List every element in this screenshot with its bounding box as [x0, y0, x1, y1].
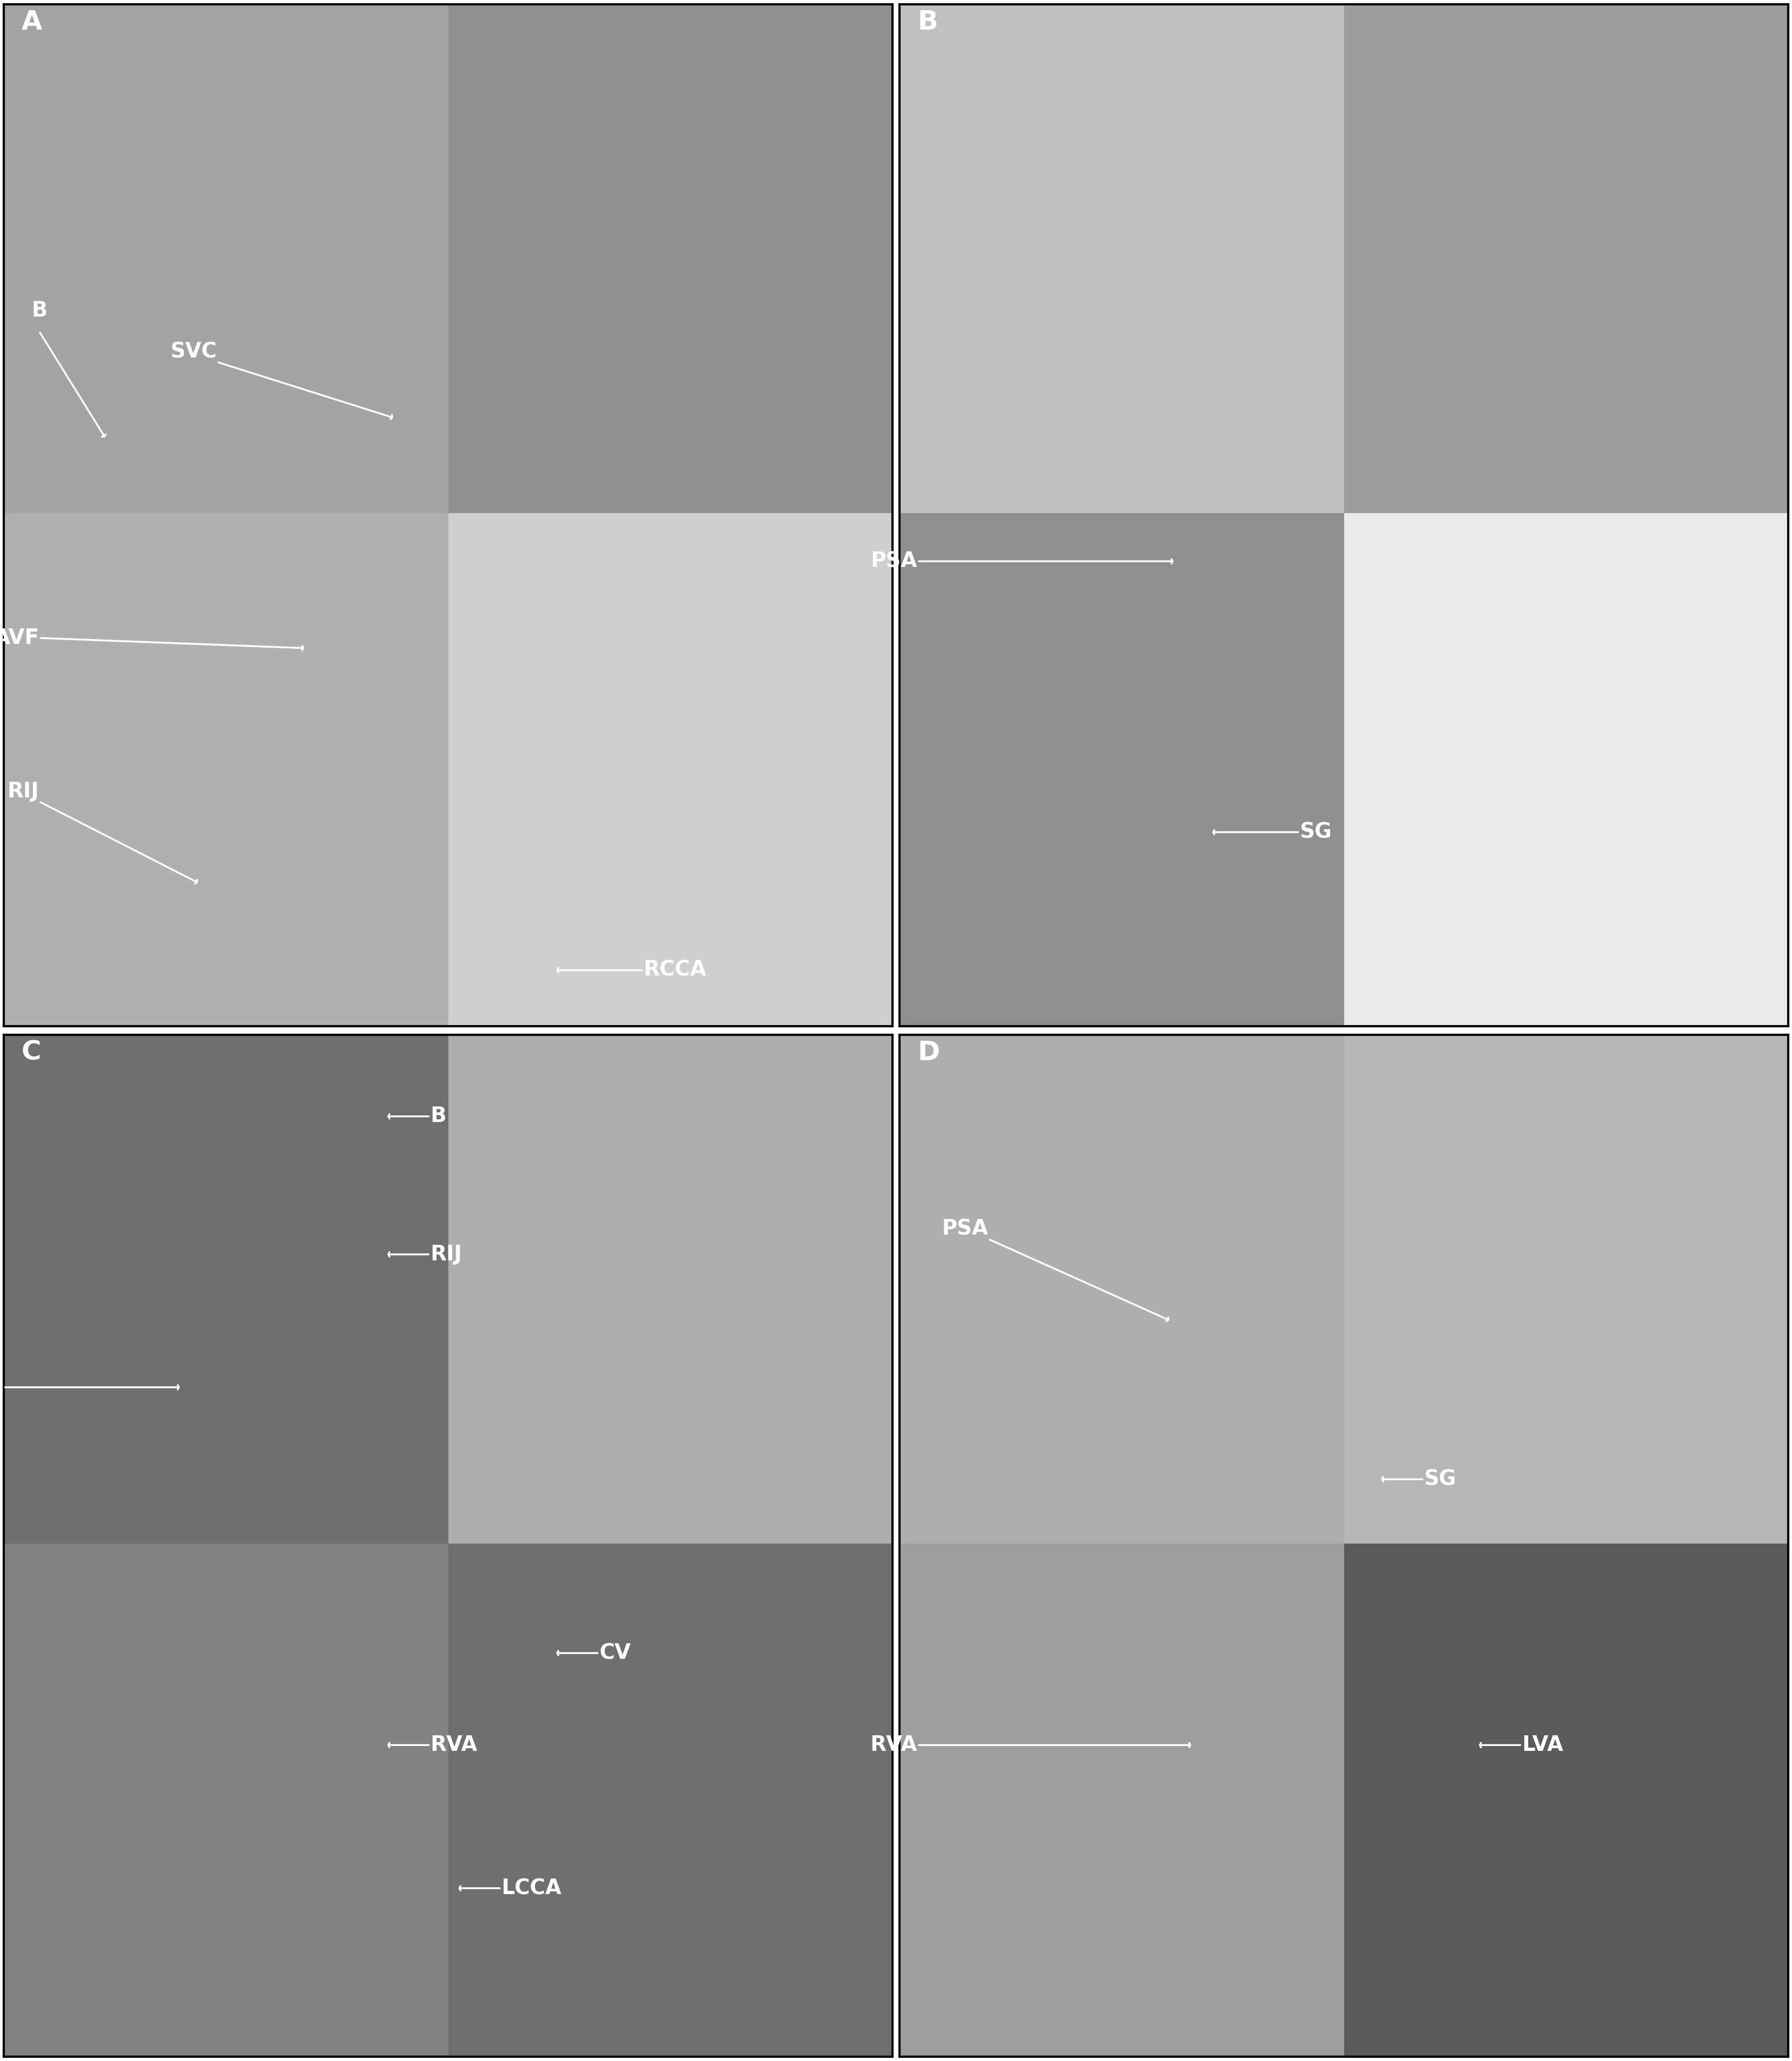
Text: PSA: PSA: [871, 550, 918, 571]
Text: SG: SG: [0, 1377, 4, 1397]
Text: LVA: LVA: [1521, 1735, 1563, 1756]
Text: RVA: RVA: [871, 1735, 918, 1756]
Text: B: B: [918, 8, 937, 35]
Text: PSA: PSA: [943, 1218, 989, 1239]
Text: C: C: [22, 1039, 41, 1066]
Text: RIJ: RIJ: [430, 1245, 462, 1265]
Text: A: A: [22, 8, 43, 35]
Text: LCCA: LCCA: [502, 1878, 561, 1898]
Text: AVF: AVF: [0, 629, 39, 647]
Text: RCCA: RCCA: [643, 960, 706, 981]
Text: D: D: [918, 1039, 939, 1066]
Text: CV: CV: [599, 1643, 631, 1663]
Text: RIJ: RIJ: [7, 781, 39, 802]
Text: SVC: SVC: [170, 342, 217, 363]
Text: B: B: [30, 301, 47, 322]
Text: B: B: [430, 1107, 446, 1127]
Text: RVA: RVA: [430, 1735, 477, 1756]
Text: SG: SG: [1299, 822, 1331, 843]
Text: SG: SG: [1425, 1469, 1457, 1490]
